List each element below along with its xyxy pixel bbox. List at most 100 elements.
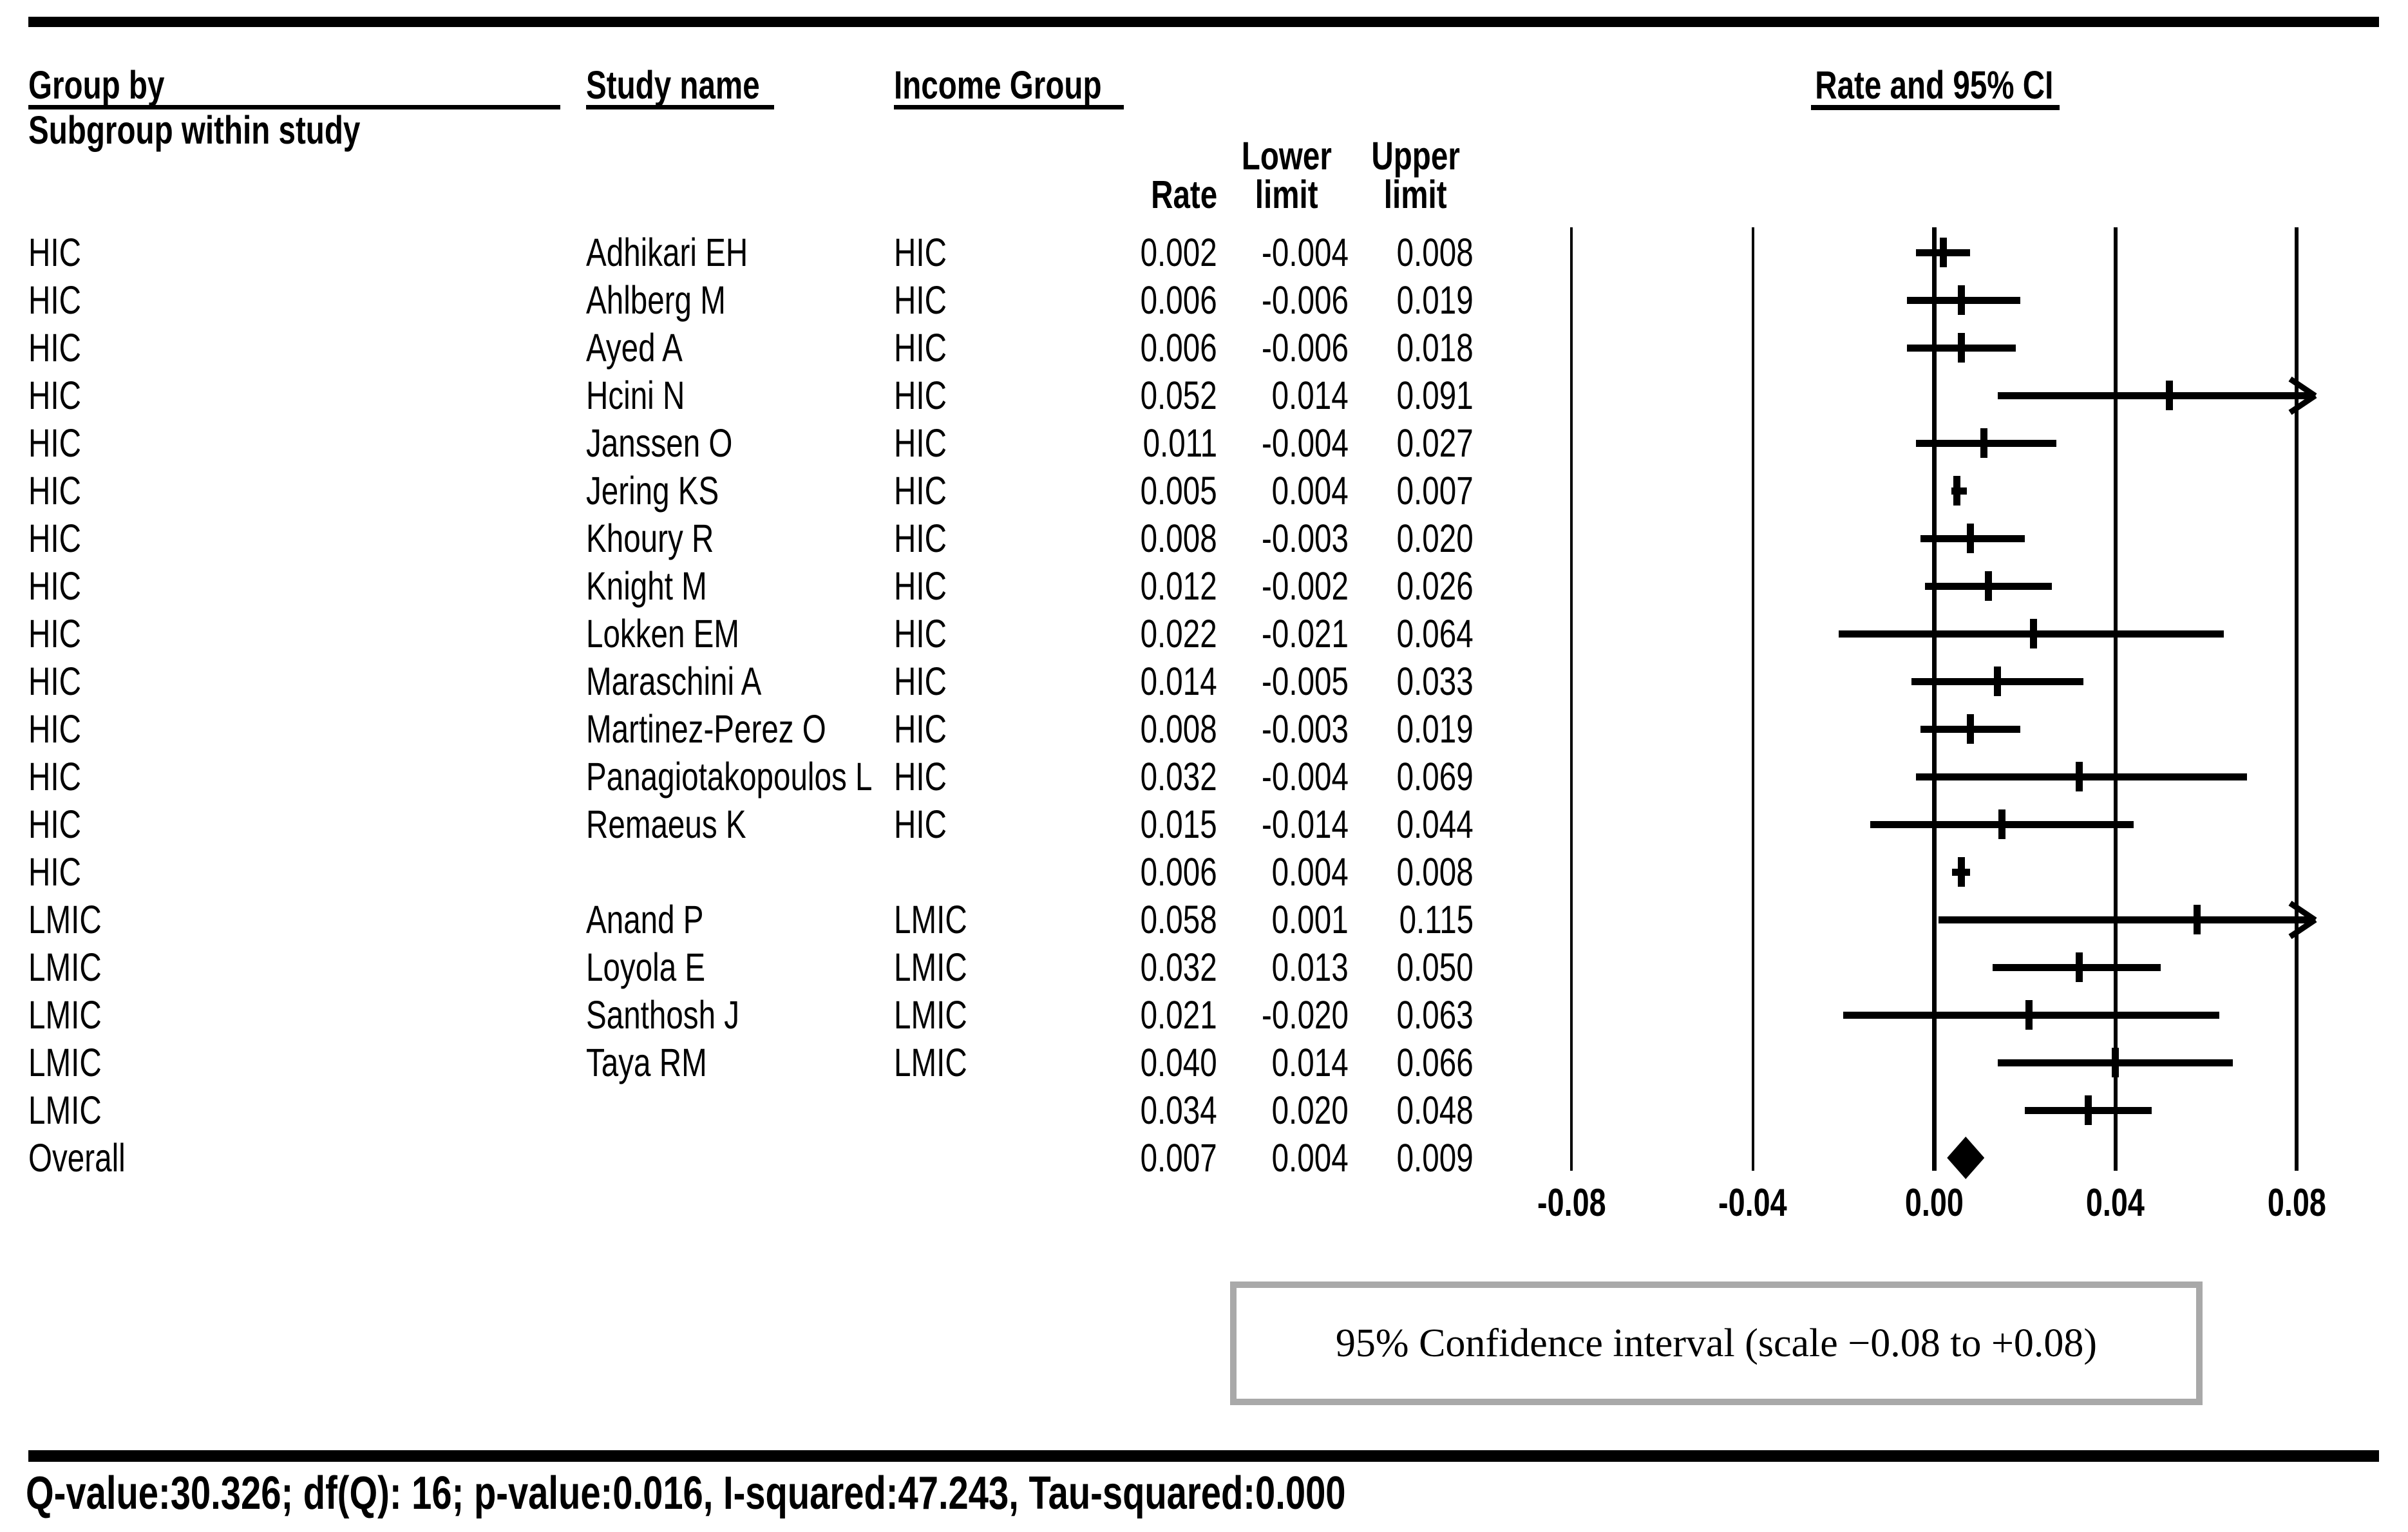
overall-summary-diamond: [1947, 1137, 1985, 1179]
lower-limit-cell: 0.014: [1188, 372, 1349, 419]
lower-limit-cell-text: -0.020: [1262, 992, 1349, 1037]
study-cell-text: Ayed A: [586, 325, 683, 370]
group-cell: HIC: [28, 467, 479, 515]
study-cell-text: Maraschini A: [586, 659, 762, 703]
group-cell-text: LMIC: [28, 1040, 102, 1084]
income-cell: LMIC: [894, 943, 1087, 991]
upper-limit-cell: 0.027: [1313, 419, 1474, 467]
lower-limit-cell: -0.006: [1188, 276, 1349, 324]
group-cell-text: HIC: [28, 849, 81, 894]
upper-limit-cell: 0.019: [1313, 276, 1474, 324]
group-cell-text: HIC: [28, 278, 81, 322]
income-cell-text: HIC: [894, 230, 947, 274]
upper-limit-cell-text: 0.008: [1396, 849, 1474, 894]
group-cell-text: LMIC: [28, 992, 102, 1037]
upper-limit-cell: 0.069: [1313, 753, 1474, 800]
axis-tick-label-text: -0.04: [1718, 1181, 1787, 1224]
rate-cell-text: 0.012: [1140, 563, 1217, 608]
study-cell: Panagiotakopoulos L: [586, 753, 921, 800]
ci-caption-box: 95% Confidence interval (scale −0.08 to …: [1230, 1281, 2203, 1405]
income-cell-text: HIC: [894, 516, 947, 560]
upper-limit-cell: 0.018: [1313, 324, 1474, 372]
rate-cell-text: 0.021: [1140, 992, 1217, 1037]
lower-limit-cell-text: 0.004: [1271, 1135, 1349, 1180]
group-cell-text: HIC: [28, 230, 81, 274]
upper-limit-cell-text: 0.044: [1396, 802, 1474, 846]
rate-cell-text: 0.022: [1140, 611, 1217, 656]
group-cell-text: HIC: [28, 373, 81, 417]
subgroup-summary-rate-tick: [2084, 1095, 2092, 1125]
axis-tick-label: -0.04: [1676, 1184, 1830, 1222]
upper-limit-cell: 0.020: [1313, 515, 1474, 562]
study-cell: Hcini N: [586, 372, 921, 419]
lower-limit-cell-text: -0.002: [1262, 563, 1349, 608]
axis-tick-label: 0.08: [2219, 1184, 2374, 1222]
rate-tick-marker: [2030, 619, 2038, 648]
upper-limit-cell: 0.026: [1313, 562, 1474, 610]
study-cell-text: Hcini N: [586, 373, 685, 417]
group-cell: HIC: [28, 419, 479, 467]
study-cell-text: Jering KS: [586, 468, 719, 513]
ci-line: [1939, 916, 2311, 923]
study-name-underline: [586, 105, 774, 109]
study-cell-text: Adhikari EH: [586, 230, 748, 274]
rate-cell: 0.015: [1056, 800, 1217, 848]
upper-limit-cell-text: 0.026: [1396, 563, 1474, 608]
study-cell: Maraschini A: [586, 657, 921, 705]
lower-limit-cell: -0.004: [1188, 419, 1349, 467]
income-cell: HIC: [894, 657, 1087, 705]
lower-limit-cell-text: 0.004: [1271, 468, 1349, 513]
rate-tick-marker: [1984, 571, 1992, 601]
axis-gridline: [1751, 227, 1754, 1171]
axis-gridline: [2295, 227, 2299, 1171]
rate-cell-text: 0.032: [1140, 754, 1217, 799]
upper-limit-cell: 0.048: [1313, 1086, 1474, 1134]
rate-cell-text: 0.007: [1140, 1135, 1217, 1180]
income-cell: HIC: [894, 229, 1087, 276]
upper-limit-cell-text: 0.091: [1396, 373, 1474, 417]
lower-limit-cell-text: 0.001: [1271, 897, 1349, 941]
upper-limit-cell: 0.044: [1313, 800, 1474, 848]
income-cell: LMIC: [894, 1039, 1087, 1086]
income-cell-text: LMIC: [894, 945, 967, 989]
income-cell-text: LMIC: [894, 897, 967, 941]
income-cell-text: HIC: [894, 421, 947, 465]
lower-limit-cell: -0.020: [1188, 991, 1349, 1039]
study-cell-text: Lokken EM: [586, 611, 740, 656]
upper-limit-cell-text: 0.019: [1396, 278, 1474, 322]
upper-limit-cell-text: 0.048: [1396, 1088, 1474, 1132]
upper-limit-cell-text: 0.033: [1396, 659, 1474, 703]
income-cell-text: HIC: [894, 706, 947, 751]
group-cell: HIC: [28, 276, 479, 324]
rate-tick-marker: [1966, 714, 1974, 744]
rate-cell-text: 0.006: [1140, 849, 1217, 894]
axis-gridline: [1570, 227, 1573, 1171]
income-cell: HIC: [894, 705, 1087, 753]
rate-cell: 0.052: [1056, 372, 1217, 419]
upper-limit-cell-text: 0.063: [1396, 992, 1474, 1037]
rate-cell-text: 0.006: [1140, 325, 1217, 370]
lower-limit-cell: 0.004: [1188, 848, 1349, 896]
rate-cell: 0.006: [1056, 848, 1217, 896]
lower-limit-cell: -0.006: [1188, 324, 1349, 372]
study-cell-text: Panagiotakopoulos L: [586, 754, 873, 799]
rate-tick-marker: [2025, 1000, 2033, 1030]
rate-tick-marker: [2075, 762, 2083, 791]
group-cell: HIC: [28, 229, 479, 276]
lower-limit-cell: 0.014: [1188, 1039, 1349, 1086]
group-cell-text: HIC: [28, 325, 81, 370]
column-header-lower: Lower: [1241, 134, 1332, 178]
group-cell-text: HIC: [28, 802, 81, 846]
column-header-upper: Upper: [1371, 134, 1460, 178]
subgroup-summary-rate-tick: [1957, 857, 1965, 887]
rate-tick-marker: [1957, 285, 1965, 315]
study-cell: Jering KS: [586, 467, 921, 515]
study-cell-text: Loyola E: [586, 945, 706, 989]
column-header-study-name: Study name: [586, 63, 760, 107]
rate-tick-marker: [1998, 809, 2006, 839]
group-cell-text: Overall: [28, 1135, 126, 1180]
column-header-rate: Rate: [1150, 173, 1217, 216]
group-cell-text: HIC: [28, 421, 81, 465]
lower-limit-cell-text: -0.006: [1262, 325, 1349, 370]
column-header-income-group: Income Group: [894, 63, 1102, 107]
